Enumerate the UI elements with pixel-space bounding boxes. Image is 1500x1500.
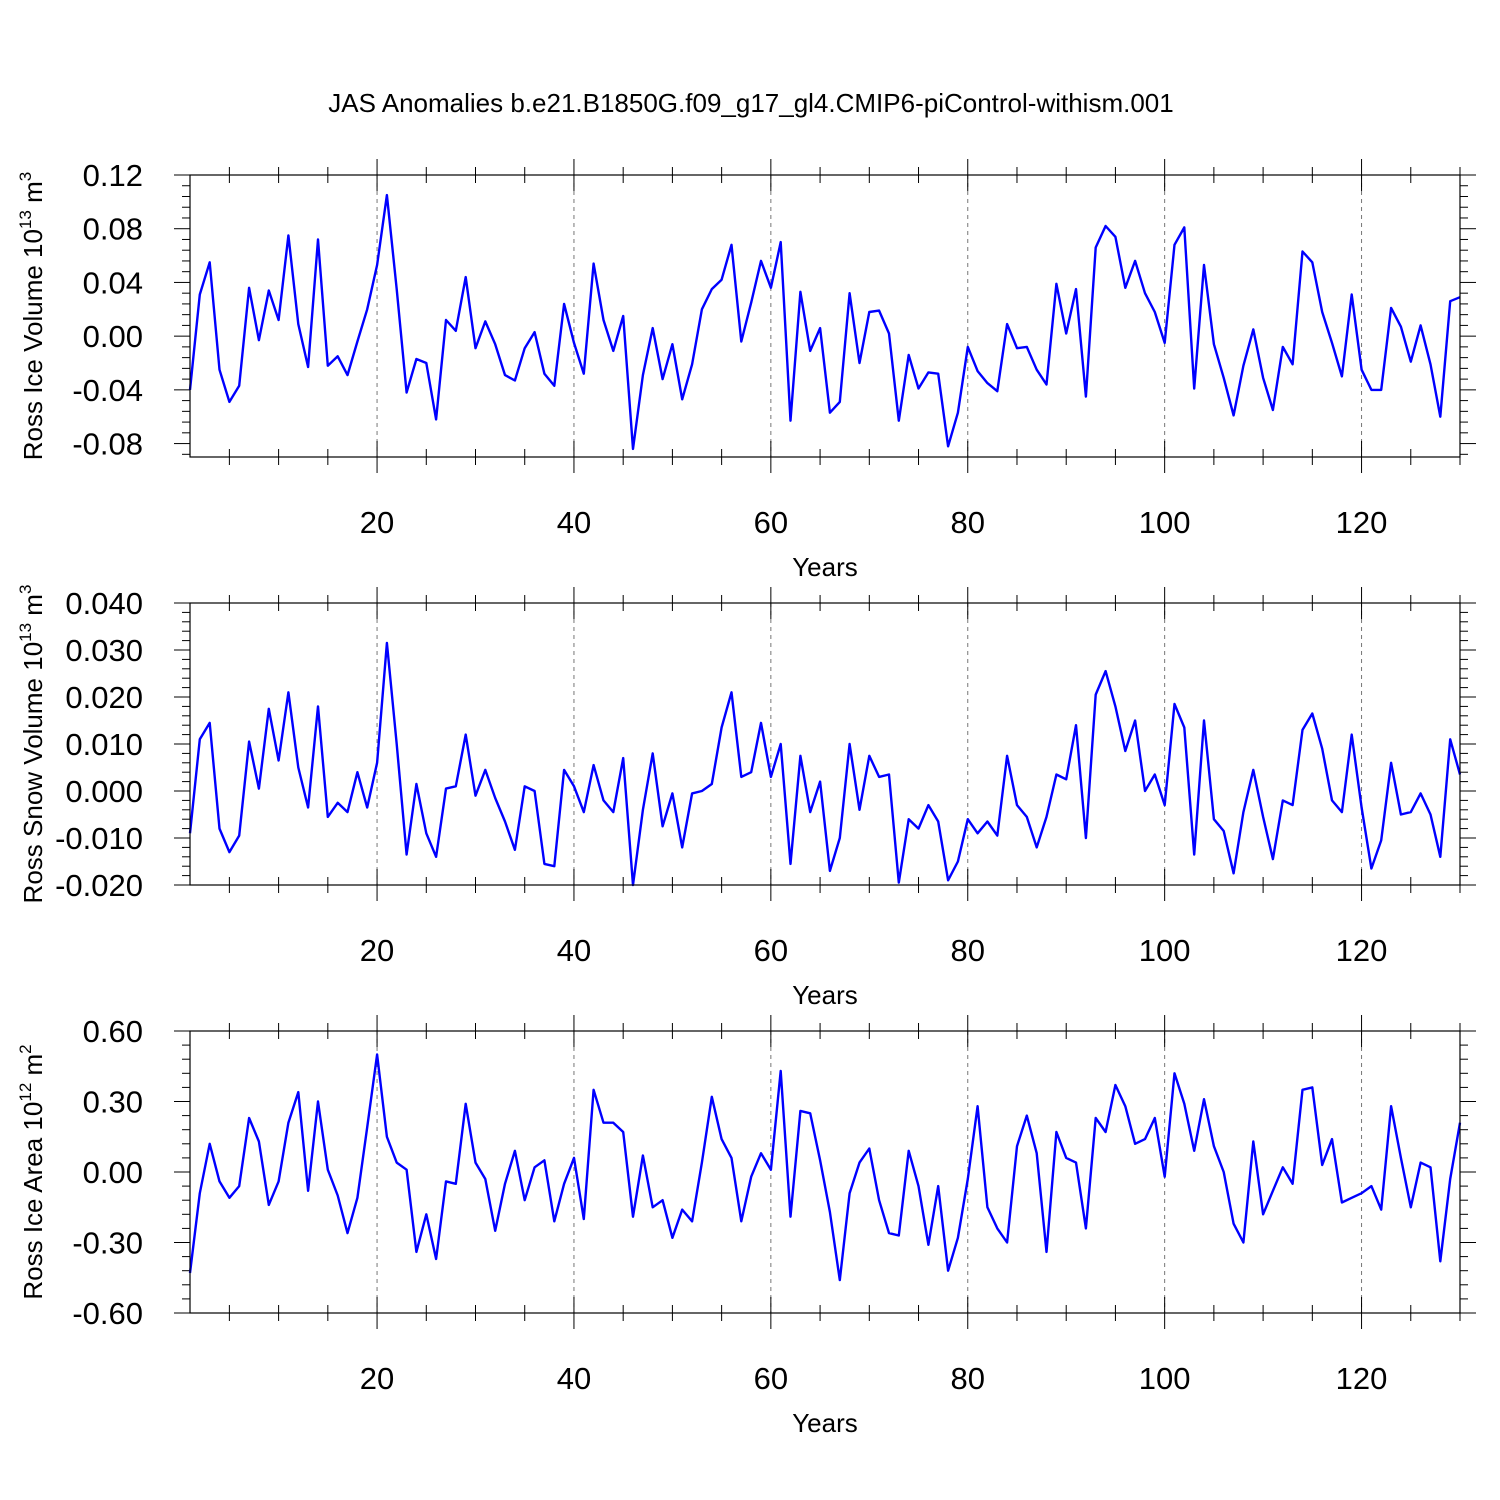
plot-frame <box>189 602 1461 886</box>
x-tick-label: 100 <box>1139 505 1191 540</box>
y-tick-label: -0.04 <box>72 373 143 408</box>
y-tick-label: -0.30 <box>72 1226 143 1261</box>
series-line-ice-volume <box>188 193 1461 451</box>
x-tick-label: 120 <box>1336 505 1388 540</box>
x-tick-label: 20 <box>360 933 394 968</box>
y-tick-label: -0.020 <box>55 868 143 903</box>
y-tick-label: 0.010 <box>65 727 143 762</box>
panels: -0.08 -0.04 0.00 0.04 0.08 0.12 20 40 60 80 100 120… <box>16 158 1476 1438</box>
plot-frame <box>189 174 1461 458</box>
y-tick-label: -0.010 <box>55 821 143 856</box>
y-axis-label: Ross Ice Volume 1013 m3 <box>16 172 48 461</box>
x-tick-label: 40 <box>557 505 591 540</box>
x-axis-label: Years <box>792 552 858 582</box>
x-tick-label: 40 <box>557 933 591 968</box>
y-tick-label: -0.60 <box>72 1296 143 1331</box>
x-tick-label: 60 <box>754 505 788 540</box>
y-tick-label: -0.08 <box>72 427 143 462</box>
x-tick-label: 20 <box>360 505 394 540</box>
x-tick-label: 100 <box>1139 1361 1191 1396</box>
x-tick-label: 20 <box>360 1361 394 1396</box>
y-tick-label: 0.040 <box>65 586 143 621</box>
y-tick-label: 0.60 <box>83 1014 143 1049</box>
x-axis-label: Years <box>792 1408 858 1438</box>
x-tick-label: 80 <box>951 505 985 540</box>
y-tick-label: 0.08 <box>83 212 143 247</box>
y-tick-label: 0.04 <box>83 265 143 300</box>
x-tick-label: 100 <box>1139 933 1191 968</box>
x-tick-label: 120 <box>1336 1361 1388 1396</box>
panel-ice-area: -0.60 -0.30 0.00 0.30 0.60 20 40 60 80 100 120 Year… <box>16 1014 1476 1438</box>
x-tick-label: 80 <box>951 933 985 968</box>
plot-frame <box>189 1030 1461 1314</box>
panel-snow-volume: -0.020 -0.010 0.000 0.010 0.020 0.030 0.040 20 4… <box>16 585 1476 1010</box>
y-axis-label: Ross Ice Area 1012 m2 <box>16 1044 48 1299</box>
y-tick-label: 0.030 <box>65 633 143 668</box>
y-axis-label: Ross Snow Volume 1013 m3 <box>16 585 48 904</box>
series-line-ice-area <box>188 1053 1462 1282</box>
x-tick-label: 60 <box>754 1361 788 1396</box>
x-tick-label: 80 <box>951 1361 985 1396</box>
figure-title: JAS Anomalies b.e21.B1850G.f09_g17_gl4.C… <box>328 88 1173 118</box>
y-tick-label: 0.00 <box>83 1155 143 1190</box>
x-axis-label: Years <box>792 980 858 1010</box>
y-tick-label: 0.000 <box>65 774 143 809</box>
series-line-snow-volume <box>188 641 1462 887</box>
panel-ice-volume: -0.08 -0.04 0.00 0.04 0.08 0.12 20 40 60 80 100 120… <box>16 158 1476 582</box>
y-tick-label: 0.30 <box>83 1085 143 1120</box>
x-tick-label: 120 <box>1336 933 1388 968</box>
y-tick-label: 0.00 <box>83 319 143 354</box>
y-tick-label: 0.020 <box>65 680 143 715</box>
y-tick-label: 0.12 <box>83 158 143 193</box>
x-tick-label: 60 <box>754 933 788 968</box>
x-tick-label: 40 <box>557 1361 591 1396</box>
